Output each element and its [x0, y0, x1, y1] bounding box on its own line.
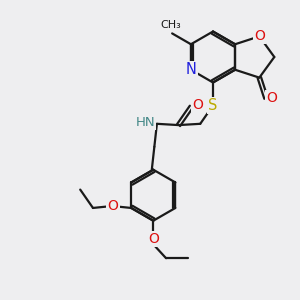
- Text: O: O: [254, 29, 265, 44]
- Text: O: O: [148, 232, 159, 246]
- Text: S: S: [208, 98, 218, 113]
- Text: O: O: [266, 91, 277, 105]
- Text: O: O: [193, 98, 203, 112]
- Text: N: N: [185, 62, 197, 77]
- Text: O: O: [108, 200, 118, 214]
- Text: HN: HN: [136, 116, 155, 129]
- Text: CH₃: CH₃: [160, 20, 181, 30]
